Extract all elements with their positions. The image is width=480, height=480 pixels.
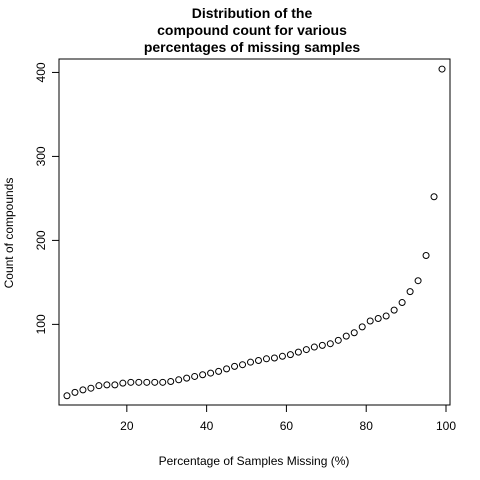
data-point (334, 336, 342, 344)
x-axis-label: Percentage of Samples Missing (%) (159, 454, 350, 468)
chart-title-line-1: Distribution of the (192, 5, 313, 21)
chart-title-line-3: percentages of missing samples (144, 39, 361, 55)
data-point (79, 386, 87, 394)
x-tick-label: 80 (360, 419, 374, 433)
y-tick-label: 300 (34, 146, 48, 166)
data-point (151, 378, 159, 386)
data-point (278, 352, 286, 360)
data-point (247, 358, 255, 366)
y-tick-label: 100 (34, 314, 48, 334)
data-point (382, 312, 390, 320)
data-point (119, 379, 127, 387)
x-axis: 20 40 60 80 100 (120, 405, 456, 433)
data-point (422, 252, 430, 260)
data-point (310, 343, 318, 351)
data-point (127, 378, 135, 386)
data-point (398, 299, 406, 307)
data-point (430, 193, 438, 201)
data-point (286, 351, 294, 359)
data-point (318, 341, 326, 349)
data-point (302, 346, 310, 354)
y-tick-label: 400 (34, 62, 48, 82)
data-points (63, 65, 446, 400)
data-point (262, 355, 270, 363)
data-point (63, 392, 71, 400)
data-point (175, 376, 183, 384)
data-point (191, 372, 199, 380)
data-point (358, 323, 366, 331)
data-point (111, 381, 119, 389)
data-point (350, 329, 358, 337)
data-point (199, 371, 207, 379)
data-point (374, 315, 382, 322)
y-axis-label: Count of compounds (2, 178, 16, 289)
data-point (342, 332, 350, 340)
data-point (239, 361, 247, 369)
data-point (366, 317, 374, 325)
data-point (270, 354, 278, 362)
data-point (167, 377, 175, 385)
data-point (215, 367, 223, 375)
data-point (207, 369, 215, 377)
y-tick-label: 200 (34, 230, 48, 250)
data-point (231, 362, 239, 370)
x-tick-label: 40 (200, 419, 214, 433)
data-point (103, 381, 111, 389)
y-axis: 100 200 300 400 (34, 62, 59, 334)
chart-title-line-2: compound count for various (157, 22, 347, 38)
data-point (71, 388, 79, 396)
data-point (254, 356, 262, 364)
x-tick-label: 100 (436, 419, 456, 433)
data-point (223, 365, 231, 373)
data-point (87, 384, 95, 392)
data-point (326, 340, 334, 348)
data-point (143, 378, 151, 386)
data-point (294, 348, 302, 356)
data-point (390, 306, 398, 314)
x-tick-label: 60 (280, 419, 294, 433)
x-tick-label: 20 (120, 419, 134, 433)
data-point (95, 382, 103, 390)
data-point (438, 65, 446, 73)
data-point (135, 378, 143, 386)
data-point (406, 288, 414, 296)
data-point (414, 277, 422, 285)
data-point (183, 374, 191, 382)
data-point (159, 378, 167, 386)
plot-frame (58, 58, 451, 406)
